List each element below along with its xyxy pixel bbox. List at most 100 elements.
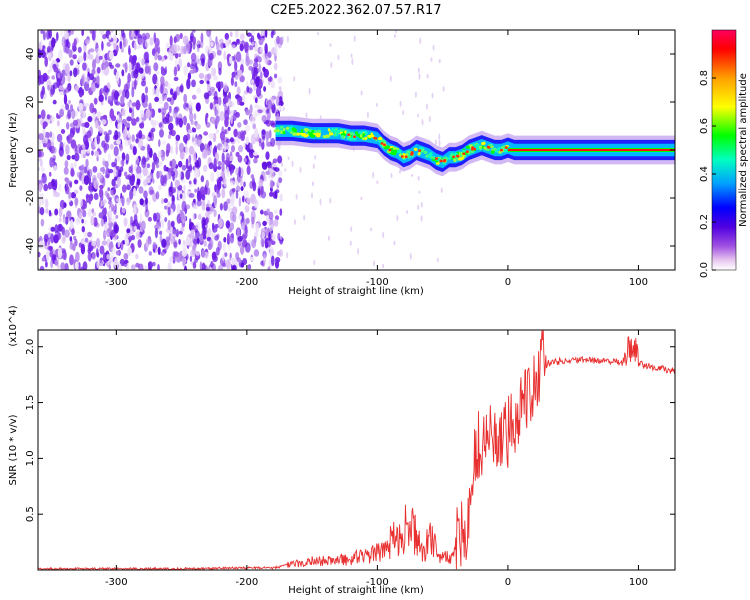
noise-speckle <box>417 204 420 211</box>
noise-speckle <box>158 139 161 148</box>
noise-speckle <box>93 192 99 201</box>
noise-speckle <box>264 30 268 38</box>
noise-speckle <box>47 84 51 91</box>
ridge-peak <box>504 146 508 149</box>
noise-speckle <box>128 45 131 55</box>
noise-speckle <box>138 130 143 139</box>
noise-speckle <box>373 260 376 267</box>
noise-speckle <box>63 142 66 148</box>
noise-speckle <box>135 116 140 122</box>
noise-speckle <box>196 45 200 53</box>
noise-speckle <box>111 178 116 187</box>
noise-speckle <box>222 242 226 252</box>
noise-speckle <box>50 116 55 123</box>
noise-speckle <box>375 103 378 107</box>
noise-speckle <box>38 133 44 141</box>
noise-speckle <box>70 128 73 133</box>
noise-speckle <box>229 211 235 222</box>
noise-speckle <box>178 238 181 245</box>
noise-speckle <box>115 214 119 219</box>
noise-speckle <box>245 136 249 145</box>
noise-speckle <box>64 229 70 238</box>
noise-speckle <box>269 168 274 174</box>
noise-speckle <box>99 55 103 60</box>
noise-speckle <box>176 213 182 224</box>
noise-speckle <box>244 44 249 54</box>
noise-speckle <box>112 186 116 195</box>
noise-speckle <box>260 237 264 247</box>
noise-speckle <box>159 234 163 243</box>
colorbar-tick-label: 0.0 <box>699 262 710 278</box>
noise-speckle <box>110 252 115 259</box>
noise-speckle <box>101 240 108 246</box>
noise-speckle <box>132 146 137 156</box>
noise-speckle <box>86 170 90 178</box>
noise-speckle <box>417 67 420 73</box>
noise-speckle <box>123 217 128 227</box>
noise-speckle <box>138 67 144 74</box>
noise-speckle <box>78 102 84 112</box>
noise-speckle <box>121 69 125 77</box>
noise-speckle <box>246 159 251 166</box>
noise-speckle <box>185 169 191 180</box>
noise-speckle <box>270 137 276 147</box>
noise-speckle <box>236 38 239 44</box>
noise-speckle <box>211 251 217 260</box>
noise-speckle <box>85 39 90 45</box>
noise-speckle <box>266 208 271 215</box>
noise-speckle <box>193 198 196 203</box>
noise-speckle <box>269 247 275 258</box>
ridge-speckle <box>304 129 308 133</box>
noise-speckle <box>122 128 127 140</box>
noise-speckle <box>205 113 208 125</box>
ridge-speckle <box>276 129 280 133</box>
noise-speckle <box>68 49 73 58</box>
noise-speckle <box>155 191 160 200</box>
ridge-peak <box>410 153 414 156</box>
noise-speckle <box>135 231 141 240</box>
noise-speckle <box>145 32 151 40</box>
noise-speckle <box>274 167 280 173</box>
noise-speckle <box>260 30 265 37</box>
ridge-speckle <box>448 156 452 160</box>
noise-speckle <box>75 64 80 70</box>
noise-speckle <box>243 218 248 226</box>
noise-speckle <box>109 30 114 33</box>
noise-speckle <box>154 45 159 53</box>
noise-speckle <box>160 150 166 162</box>
noise-speckle <box>161 219 165 229</box>
noise-speckle <box>75 251 80 263</box>
noise-speckle <box>92 212 97 217</box>
noise-speckle <box>430 57 433 62</box>
noise-speckle <box>281 162 283 167</box>
ridge-peak <box>435 157 438 160</box>
noise-speckle <box>84 237 89 243</box>
noise-speckle <box>278 105 282 110</box>
snr-series-line <box>38 330 675 570</box>
noise-speckle <box>189 63 195 70</box>
noise-speckle <box>99 167 105 173</box>
noise-speckle <box>157 246 161 255</box>
noise-speckle <box>208 52 214 61</box>
noise-speckle <box>125 89 130 100</box>
ridge-speckle <box>457 157 463 161</box>
ridge-cyan-band <box>275 124 675 169</box>
noise-speckle <box>152 241 157 250</box>
noise-speckle <box>216 49 222 56</box>
noise-speckle <box>86 130 92 139</box>
noise-speckle <box>269 224 274 232</box>
noise-speckle <box>225 138 231 143</box>
ridge-speckle <box>315 132 319 136</box>
noise-speckle <box>116 176 122 187</box>
noise-speckle <box>179 193 183 199</box>
noise-speckle <box>243 142 246 149</box>
noise-speckle <box>103 131 108 136</box>
noise-speckle <box>206 30 212 38</box>
noise-speckle <box>188 180 192 185</box>
noise-speckle <box>270 123 277 128</box>
y-tick-label: 1.0 <box>25 450 36 466</box>
noise-speckle <box>51 75 56 80</box>
noise-speckle <box>214 90 218 100</box>
noise-speckle <box>153 212 157 222</box>
noise-speckle <box>71 42 77 52</box>
